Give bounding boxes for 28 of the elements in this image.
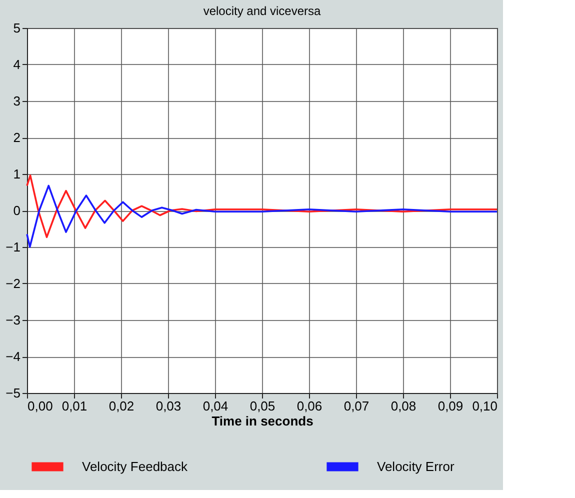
- x-tick-label: 0,02: [108, 398, 134, 414]
- y-tick-label: −4: [6, 349, 20, 364]
- x-tick-label: 0,09: [438, 398, 464, 414]
- y-tick-label: −1: [6, 240, 20, 254]
- y-tick-label: −2: [6, 276, 20, 291]
- x-tick-label: 0,10: [472, 398, 498, 414]
- legend-label: Velocity Error: [377, 458, 455, 474]
- x-tick-label: 0,08: [390, 398, 416, 414]
- x-axis-title: Time in seconds: [212, 414, 314, 428]
- y-tick-label: −5: [6, 386, 20, 400]
- line-series: [26, 174, 498, 238]
- x-tick-label: 0,03: [156, 398, 182, 414]
- x-tick-label: 0,06: [296, 398, 322, 414]
- y-tick-label: 4: [13, 57, 20, 72]
- y-tick-label: 5: [13, 20, 20, 36]
- x-tick-label: 0,05: [250, 398, 276, 414]
- y-tick-label: 1: [13, 166, 20, 182]
- y-tick-label: 0: [13, 203, 20, 218]
- chart-title: velocity and viceversa: [203, 4, 322, 18]
- y-tick-label: 2: [13, 130, 20, 145]
- legend-label: Velocity Feedback: [82, 458, 188, 474]
- x-tick-label: 0,07: [344, 398, 370, 414]
- x-tick-label: 0,00: [28, 398, 53, 414]
- line-series: [26, 184, 498, 248]
- y-tick-label: 3: [13, 94, 20, 108]
- x-tick-label: 0,04: [202, 398, 228, 414]
- y-tick-label: −3: [6, 312, 20, 328]
- x-tick-label: 0,01: [62, 398, 88, 414]
